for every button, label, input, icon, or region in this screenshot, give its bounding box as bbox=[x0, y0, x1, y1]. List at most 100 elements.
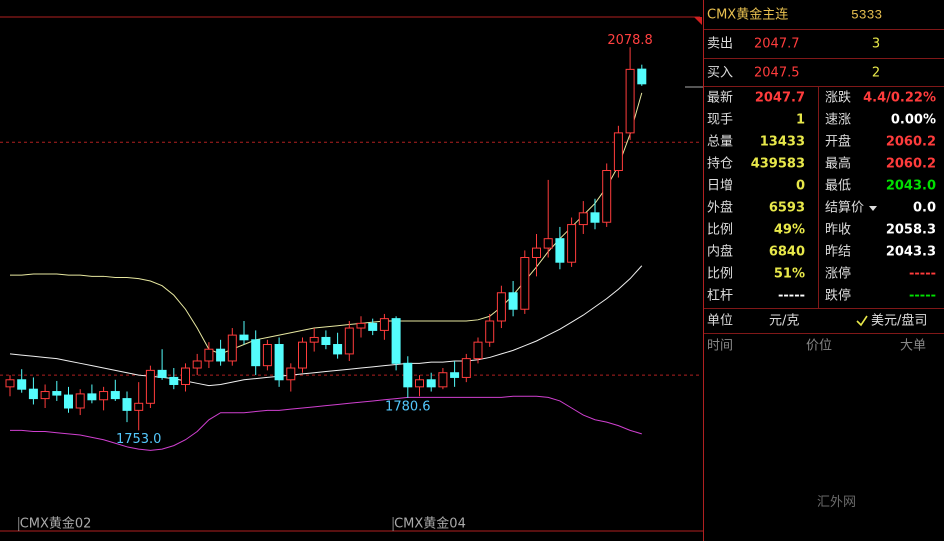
stat-label: 开盘 bbox=[825, 134, 851, 150]
column-header: 价位 bbox=[806, 339, 832, 354]
candle-body bbox=[485, 320, 495, 343]
candle-body bbox=[110, 391, 120, 400]
candle-body bbox=[181, 367, 190, 385]
candle-body bbox=[5, 379, 15, 388]
candle-body bbox=[625, 68, 635, 134]
order-price: 2047.5 bbox=[754, 66, 800, 81]
candle-body bbox=[64, 394, 73, 409]
stat-label: 总量 bbox=[707, 135, 733, 150]
stat-label: 涨停 bbox=[825, 266, 851, 282]
check-icon bbox=[856, 315, 868, 327]
candle-body bbox=[344, 327, 354, 355]
stat-value: 0.0 bbox=[913, 201, 936, 216]
candle-body bbox=[473, 341, 483, 360]
stat-label: 昨收 bbox=[825, 223, 851, 238]
candle-body bbox=[438, 372, 448, 388]
stat-label: 昨结 bbox=[825, 245, 851, 260]
stat-label: 比例 bbox=[707, 267, 733, 282]
candle-body bbox=[356, 322, 366, 329]
price-annotation: 1753.0 bbox=[116, 432, 162, 447]
column-header: 时间 bbox=[707, 339, 733, 354]
stat-label: 比例 bbox=[707, 223, 733, 238]
period-label: CMX黄金04 bbox=[394, 516, 466, 532]
candle-body bbox=[391, 318, 401, 364]
stat-label: 现手 bbox=[707, 113, 733, 128]
candle-body bbox=[239, 334, 249, 341]
candle-body bbox=[192, 360, 202, 369]
candle-body bbox=[52, 391, 62, 396]
stat-value: 2060.2 bbox=[886, 135, 936, 150]
stat-label: 外盘 bbox=[707, 200, 733, 216]
candle-body bbox=[99, 391, 109, 401]
panel-code: 5333 bbox=[851, 7, 882, 22]
stat-value: 51% bbox=[774, 267, 805, 282]
price-annotation: 2078.8 bbox=[607, 33, 653, 48]
candle-body bbox=[637, 68, 647, 85]
stat-label: 最低 bbox=[825, 179, 851, 194]
candle-body bbox=[134, 402, 144, 411]
stat-label: 跌停 bbox=[825, 288, 851, 304]
candle-body bbox=[578, 212, 588, 226]
candle-body bbox=[251, 339, 261, 367]
stat-value: 1 bbox=[796, 113, 805, 128]
candle-body bbox=[543, 238, 553, 249]
candle-body bbox=[87, 393, 97, 401]
stat-value: ----- bbox=[909, 267, 936, 282]
unit-option[interactable]: 元/克 bbox=[769, 314, 799, 329]
candle-body bbox=[286, 367, 296, 381]
stat-value: 2047.7 bbox=[755, 91, 805, 106]
candle-body bbox=[157, 369, 167, 378]
candle-body bbox=[145, 369, 155, 404]
panel-title: CMX黄金主连 bbox=[707, 7, 788, 23]
candle-body bbox=[309, 336, 319, 343]
stat-value: 2058.3 bbox=[886, 223, 936, 238]
stat-value: 2060.2 bbox=[886, 157, 936, 172]
candle-body bbox=[169, 376, 179, 385]
candle-body bbox=[298, 341, 307, 369]
candle-body bbox=[40, 391, 50, 400]
stat-value: 439583 bbox=[751, 157, 805, 172]
candle-body bbox=[403, 362, 413, 388]
unit-label: 单位 bbox=[707, 314, 733, 329]
stat-value: 6840 bbox=[769, 245, 805, 260]
stat-label: 最高 bbox=[825, 156, 851, 172]
candle-body bbox=[532, 247, 541, 259]
band-line bbox=[9, 265, 643, 387]
corner-marker bbox=[694, 17, 702, 25]
candle-body bbox=[274, 344, 284, 381]
watermark: 汇外网 bbox=[817, 494, 856, 509]
stat-label: 结算价 bbox=[825, 201, 864, 216]
stat-label: 内盘 bbox=[707, 244, 733, 260]
candle-body bbox=[122, 398, 132, 411]
stat-value: 2043.0 bbox=[886, 179, 936, 194]
stat-value: ----- bbox=[778, 289, 805, 304]
candle-body bbox=[262, 344, 272, 367]
stat-value: 0.00% bbox=[891, 113, 936, 128]
candle-body bbox=[17, 379, 27, 390]
stat-value: 49% bbox=[774, 223, 805, 238]
candle-body bbox=[28, 388, 38, 400]
price-annotation: 1780.6 bbox=[385, 399, 431, 414]
candle-body bbox=[75, 393, 85, 409]
order-label: 卖出 bbox=[707, 37, 733, 52]
dropdown-icon[interactable] bbox=[869, 206, 877, 211]
stat-value: 6593 bbox=[769, 201, 805, 216]
order-label: 买入 bbox=[707, 66, 733, 81]
unit-option[interactable]: 美元/盘司 bbox=[871, 313, 927, 329]
candle-body bbox=[520, 257, 530, 310]
candle-body bbox=[567, 224, 577, 263]
candle-body bbox=[321, 336, 331, 346]
candle-body bbox=[333, 344, 343, 355]
order-volume: 3 bbox=[872, 37, 880, 52]
band-line bbox=[10, 395, 642, 451]
candle-body bbox=[496, 292, 506, 322]
candle-body bbox=[216, 348, 226, 362]
stat-value: 13433 bbox=[760, 135, 805, 150]
stat-value: 4.4/0.22% bbox=[863, 91, 936, 106]
candle-body bbox=[508, 292, 518, 310]
candle-body bbox=[204, 348, 214, 362]
stat-value: 0 bbox=[796, 179, 805, 194]
